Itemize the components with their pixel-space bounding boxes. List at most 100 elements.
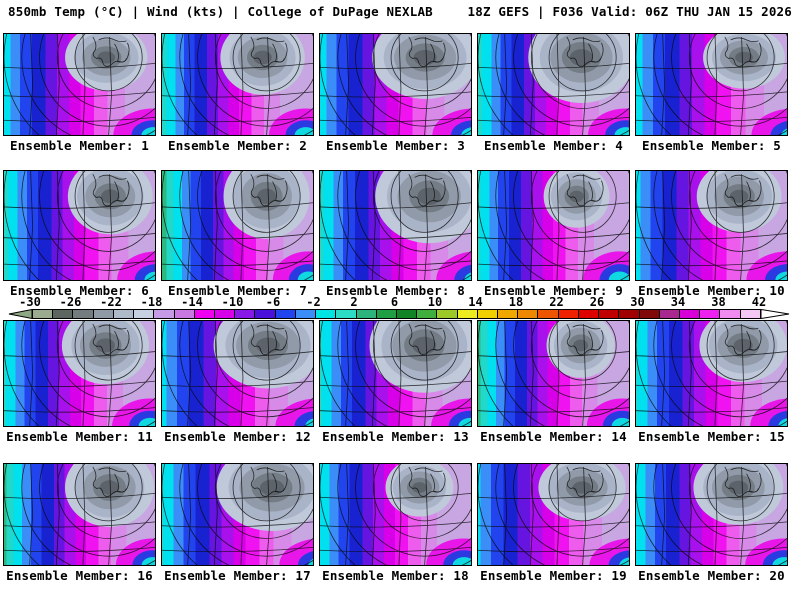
ensemble-map[interactable] bbox=[635, 170, 788, 281]
panel-row-4: Ensemble Member: 16 Ensemble Member: 17 … bbox=[3, 463, 788, 583]
colorbar-tick-label: -6 bbox=[265, 295, 281, 309]
ensemble-map[interactable] bbox=[319, 33, 472, 136]
colorbar-segment bbox=[93, 309, 114, 319]
colorbar-segment bbox=[356, 309, 377, 319]
colorbar-segment bbox=[214, 309, 236, 319]
ensemble-member-label: Ensemble Member: 7 bbox=[167, 283, 308, 298]
ensemble-member-label: Ensemble Member: 11 bbox=[6, 429, 153, 444]
ensemble-map[interactable] bbox=[3, 170, 156, 281]
map-art bbox=[162, 171, 313, 280]
ensemble-panel: Ensemble Member: 19 bbox=[477, 463, 630, 583]
ensemble-panel: Ensemble Member: 2 bbox=[161, 33, 314, 153]
ensemble-panel: Ensemble Member: 15 bbox=[635, 320, 788, 444]
panel-row-2: Ensemble Member: 6 Ensemble Member: 7 En… bbox=[3, 170, 788, 298]
ensemble-member-label: Ensemble Member: 1 bbox=[9, 138, 150, 153]
ensemble-map[interactable] bbox=[477, 463, 630, 566]
colorbar-segment bbox=[700, 309, 721, 319]
colorbar-tick-label: -2 bbox=[306, 295, 321, 309]
colorbar-segment bbox=[417, 309, 438, 319]
map-art bbox=[320, 321, 471, 426]
run-valid-info: 18Z GEFS | F036 Valid: 06Z THU JAN 15 20… bbox=[467, 4, 792, 19]
ensemble-map[interactable] bbox=[161, 33, 314, 136]
colorbar-segment bbox=[275, 309, 296, 319]
colorbar-tick-label: -18 bbox=[140, 295, 163, 309]
ensemble-member-label: Ensemble Member: 3 bbox=[325, 138, 466, 153]
ensemble-map[interactable] bbox=[477, 33, 630, 136]
map-art bbox=[4, 464, 155, 565]
map-art bbox=[162, 321, 313, 426]
ensemble-map[interactable] bbox=[635, 320, 788, 427]
map-art bbox=[478, 321, 629, 426]
product-title: 850mb Temp (°C) | Wind (kts) | College o… bbox=[8, 4, 433, 19]
map-art bbox=[478, 34, 629, 135]
map-art bbox=[478, 464, 629, 565]
ensemble-panel: Ensemble Member: 10 bbox=[635, 170, 788, 298]
ensemble-member-label: Ensemble Member: 20 bbox=[638, 568, 785, 583]
colorbar-segment bbox=[457, 309, 478, 319]
ensemble-map[interactable] bbox=[3, 33, 156, 136]
colorbar-tick-label: 22 bbox=[549, 295, 564, 309]
colorbar-segment bbox=[32, 309, 54, 319]
ensemble-panel: Ensemble Member: 3 bbox=[319, 33, 472, 153]
colorbar-segment bbox=[740, 309, 761, 319]
ensemble-map[interactable] bbox=[477, 320, 630, 427]
ensemble-member-label: Ensemble Member: 14 bbox=[480, 429, 627, 444]
colorbar-tick-label: -26 bbox=[59, 295, 82, 309]
colorbar-segment bbox=[174, 309, 195, 319]
colorbar-tick-label: 42 bbox=[751, 295, 767, 309]
ensemble-map[interactable] bbox=[635, 463, 788, 566]
colorbar-segment bbox=[336, 309, 357, 319]
ensemble-map[interactable] bbox=[635, 33, 788, 136]
panel-row-1: Ensemble Member: 1 Ensemble Member: 2 En… bbox=[3, 33, 788, 153]
colorbar-tick-label: -30 bbox=[19, 295, 41, 309]
map-art bbox=[636, 34, 787, 135]
ensemble-map[interactable] bbox=[477, 170, 630, 281]
colorbar-tick-label: 30 bbox=[630, 295, 645, 309]
ensemble-map[interactable] bbox=[3, 320, 156, 427]
ensemble-member-label: Ensemble Member: 15 bbox=[638, 429, 785, 444]
ensemble-map[interactable] bbox=[161, 170, 314, 281]
colorbar-segment bbox=[720, 309, 741, 319]
ensemble-map[interactable] bbox=[161, 320, 314, 427]
colorbar-segments bbox=[32, 309, 761, 319]
colorbar-segment bbox=[134, 309, 155, 319]
colorbar-segment bbox=[255, 309, 276, 319]
colorbar-tick-label: 2 bbox=[350, 295, 358, 309]
ensemble-panel: Ensemble Member: 17 bbox=[161, 463, 314, 583]
ensemble-panel: Ensemble Member: 11 bbox=[3, 320, 156, 444]
map-art bbox=[636, 171, 787, 280]
colorbar-segment bbox=[619, 309, 640, 319]
ensemble-member-label: Ensemble Member: 19 bbox=[480, 568, 627, 583]
ensemble-panel: Ensemble Member: 20 bbox=[635, 463, 788, 583]
ensemble-panel: Ensemble Member: 18 bbox=[319, 463, 472, 583]
colorbar-tick-label: 6 bbox=[390, 295, 399, 309]
ensemble-member-label: Ensemble Member: 13 bbox=[322, 429, 469, 444]
ensemble-panel: Ensemble Member: 5 bbox=[635, 33, 788, 153]
map-art bbox=[636, 321, 787, 426]
ensemble-panel: Ensemble Member: 8 bbox=[319, 170, 472, 298]
colorbar-segment bbox=[558, 309, 579, 319]
ensemble-map[interactable] bbox=[319, 170, 472, 281]
map-art bbox=[320, 34, 471, 135]
colorbar-segment bbox=[295, 309, 317, 319]
ensemble-member-label: Ensemble Member: 2 bbox=[167, 138, 308, 153]
ensemble-panel: Ensemble Member: 7 bbox=[161, 170, 314, 298]
ensemble-map[interactable] bbox=[319, 463, 472, 566]
colorbar-left-arrow-icon bbox=[8, 309, 32, 319]
colorbar-left-arrow-shape bbox=[8, 309, 32, 319]
ensemble-panel: Ensemble Member: 12 bbox=[161, 320, 314, 444]
ensemble-map[interactable] bbox=[3, 463, 156, 566]
header: 850mb Temp (°C) | Wind (kts) | College o… bbox=[0, 4, 800, 19]
ensemble-member-label: Ensemble Member: 4 bbox=[483, 138, 624, 153]
temperature-colorbar: -30 -26 -22 -18 -14 -10 -6 -2 2 6 10 14 18 22 26 30 34 38… bbox=[0, 295, 800, 322]
map-art bbox=[162, 34, 313, 135]
ensemble-map[interactable] bbox=[319, 320, 472, 427]
ensemble-map[interactable] bbox=[161, 463, 314, 566]
colorbar-right-arrow-shape bbox=[761, 309, 790, 319]
colorbar-tick-label: 26 bbox=[589, 295, 605, 309]
ensemble-member-label: Ensemble Member: 8 bbox=[325, 283, 466, 298]
ensemble-panel: Ensemble Member: 9 bbox=[477, 170, 630, 298]
colorbar-segment bbox=[680, 309, 701, 319]
map-art bbox=[4, 34, 155, 135]
colorbar-segment bbox=[73, 309, 94, 319]
